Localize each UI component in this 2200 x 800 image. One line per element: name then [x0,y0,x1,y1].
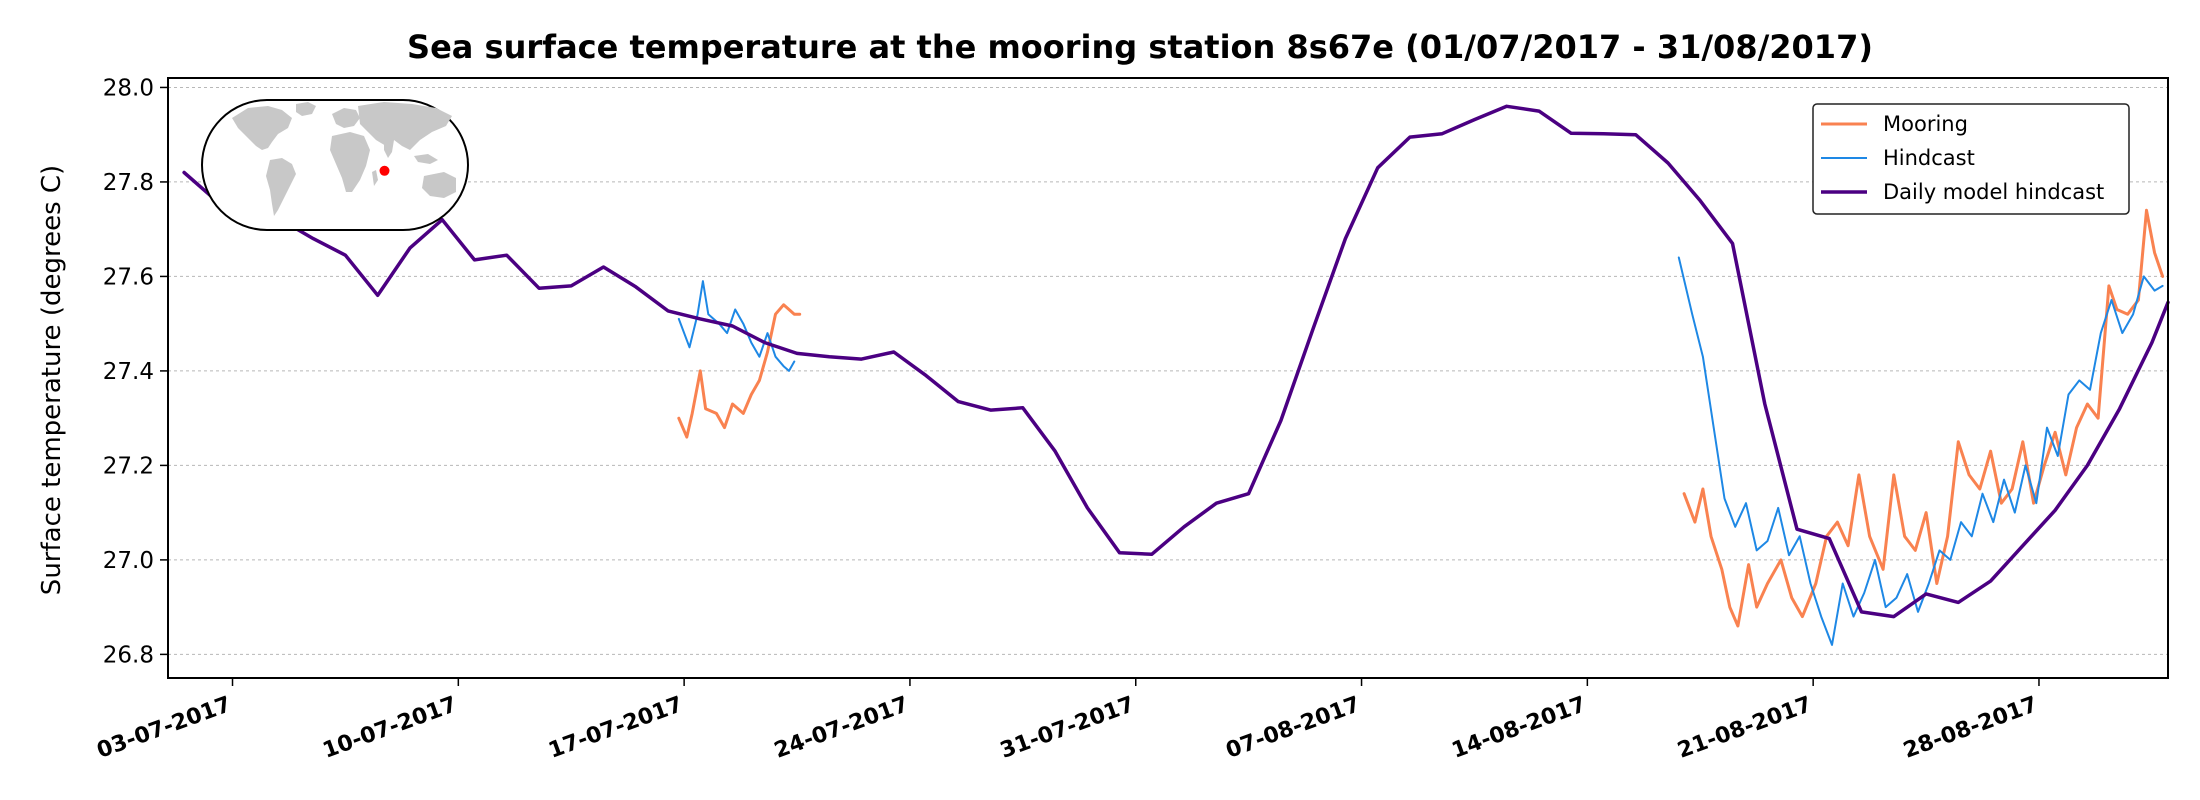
land-south-america [266,158,296,216]
y-tick-label: 26.8 [103,642,154,668]
y-tick-label: 27.0 [103,548,154,574]
land-africa [330,132,370,192]
legend-frame [1812,103,2130,215]
plot-frame [167,77,2169,679]
legend-label-hindcast: Hindcast [1883,146,1975,170]
legend-label-daily-model-hindcast: Daily model hindcast [1883,180,2104,204]
land-southeast-asia [414,154,438,164]
chart-title: Sea surface temperature at the mooring s… [407,28,1873,66]
y-tick-label: 27.8 [103,170,154,196]
series-line-hindcast [677,280,796,372]
land-north-america [232,106,292,150]
legend-item-daily-model-hindcast: Daily model hindcast [1821,180,2104,204]
y-axis: 26.8 27.0 27.2 27.4 27.6 27.8 28.0 [103,75,168,668]
inset-map-land [232,102,456,216]
y-axis-label: Surface temperature (degrees C) [37,165,67,595]
legend-item-hindcast: Hindcast [1821,146,1975,170]
series-line-mooring [1682,208,2165,628]
series-line-mooring [677,303,802,439]
legend-item-mooring: Mooring [1821,112,1968,136]
legend-label-mooring: Mooring [1883,112,1968,136]
inset-world-map [201,99,469,231]
y-tick-label: 27.4 [103,359,154,385]
plot-content [182,104,2170,646]
land-asia [358,102,452,150]
y-tick-label: 27.2 [103,453,154,479]
legend: Mooring Hindcast Daily model hindcast [1812,103,2130,215]
mooring-location-marker [379,165,390,176]
y-tick-label: 28.0 [103,75,154,101]
series-line-daily-model-hindcast [182,104,2170,619]
land-india [384,140,394,158]
y-tick-label: 27.6 [103,264,154,290]
land-australia [422,172,456,198]
land-greenland [296,102,316,116]
land-europe [332,108,360,128]
land-madagascar [372,170,378,186]
